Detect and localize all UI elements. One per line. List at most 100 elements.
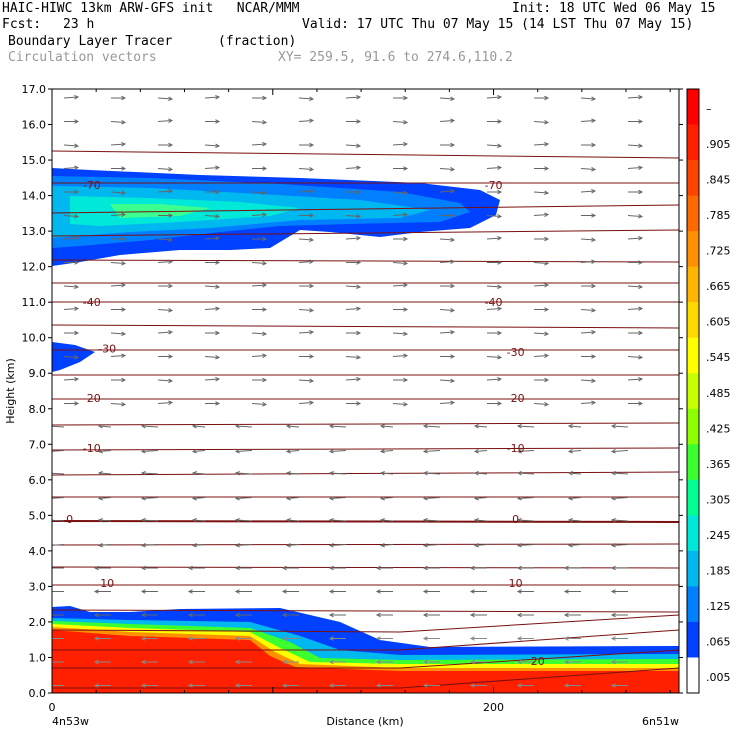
circulation-vector: [141, 497, 159, 499]
circulation-vector-head: [93, 636, 99, 641]
circulation-vector: [286, 544, 300, 546]
circulation-vector-head: [215, 119, 221, 124]
circulation-vector-head: [121, 141, 127, 147]
circulation-vector-head: [328, 496, 334, 501]
circulation-vector-head: [168, 354, 174, 359]
circulation-vector-head: [516, 449, 522, 454]
colorbar-label: .245: [706, 529, 731, 542]
circulation-vector: [486, 378, 502, 381]
y-tick-label: 0.0: [29, 687, 47, 700]
colorbar-label: .005: [706, 671, 731, 684]
circulation-vector: [568, 544, 582, 546]
circulation-vector: [580, 168, 596, 170]
circulation-vector-head: [591, 213, 597, 218]
circulation-vector-head: [403, 331, 409, 337]
circulation-vector-head: [356, 330, 362, 336]
colorbar-label: .485: [706, 387, 731, 400]
circulation-vector-head: [610, 423, 616, 429]
circulation-vector-head: [281, 659, 287, 665]
circulation-vector: [98, 544, 112, 546]
circulation-vector-head: [610, 496, 616, 501]
circulation-vector: [251, 403, 267, 405]
colorbar-swatch: [687, 337, 699, 374]
circulation-vector-head: [450, 354, 456, 359]
circulation-vector: [580, 238, 596, 241]
circulation-vector: [474, 497, 488, 499]
circulation-vector: [110, 355, 126, 357]
circulation-vector-head: [191, 448, 197, 454]
circulation-vector: [298, 309, 314, 311]
circulation-vector: [251, 332, 267, 335]
y-tick-label: 6.0: [29, 474, 47, 487]
circulation-vector: [568, 472, 582, 475]
circulation-vector-head: [591, 142, 597, 148]
circulation-vector-head: [497, 94, 503, 100]
circulation-vector: [157, 309, 173, 311]
circulation-vector: [380, 497, 394, 499]
circulation-vector-head: [422, 517, 428, 523]
circulation-vector: [345, 144, 361, 147]
circulation-vector: [486, 96, 502, 99]
circulation-vector-head: [140, 470, 146, 476]
circulation-vector-head: [328, 565, 334, 571]
circulation-vector: [204, 378, 220, 381]
circulation-vector-head: [497, 260, 503, 265]
isotherm-line: [52, 204, 679, 214]
circulation-vector-head: [168, 142, 174, 148]
circulation-vector: [157, 238, 173, 241]
circulation-vector: [392, 143, 408, 146]
isotherm-label: -30: [507, 346, 525, 359]
circulation-vector-head: [121, 166, 127, 171]
circulation-vector-head: [379, 448, 385, 454]
circulation-vector: [345, 167, 361, 169]
y-tick-label: 4.0: [29, 545, 47, 558]
circulation-vector-head: [74, 235, 80, 241]
circulation-vector-head: [469, 589, 475, 594]
circulation-vector: [345, 308, 361, 310]
circulation-vector: [392, 284, 408, 287]
circulation-vector-head: [544, 377, 550, 383]
circulation-vector: [533, 262, 549, 264]
circulation-vector-head: [375, 565, 381, 571]
circulation-vector: [392, 121, 408, 123]
circulation-vector-head: [356, 165, 362, 170]
circulation-vector-head: [379, 518, 385, 523]
circulation-vector: [517, 425, 535, 428]
circulation-vector: [52, 544, 65, 546]
circulation-vector: [157, 261, 173, 263]
circulation-vector-head: [610, 517, 616, 523]
circulation-vector: [251, 214, 267, 216]
circulation-vector-head: [328, 659, 334, 665]
circulation-vector-head: [215, 330, 221, 336]
circulation-vector: [627, 167, 643, 169]
circulation-vector-head: [450, 237, 456, 243]
circulation-vector: [568, 450, 582, 452]
circulation-vector-head: [285, 471, 291, 476]
circulation-vector: [204, 144, 220, 147]
circulation-vector: [345, 237, 361, 240]
circulation-vector-head: [497, 355, 503, 360]
circulation-vector-head: [544, 353, 550, 358]
circulation-vector-head: [497, 330, 503, 336]
circulation-vector: [157, 97, 173, 100]
circulation-vector: [439, 238, 455, 241]
circulation-vector-head: [285, 542, 291, 548]
circulation-vector-head: [187, 612, 193, 618]
circulation-vector-head: [610, 589, 616, 594]
colorbar-label: .605: [706, 316, 731, 329]
circulation-vector-head: [121, 95, 127, 101]
circulation-vector: [580, 190, 596, 193]
circulation-vector-head: [74, 306, 80, 311]
circulation-vector: [110, 121, 126, 123]
circulation-vector-head: [591, 378, 597, 384]
circulation-vector: [235, 425, 253, 428]
circulation-vector-head: [563, 612, 569, 618]
circulation-vector-head: [563, 589, 569, 594]
circulation-vector: [63, 308, 79, 310]
circulation-vector: [251, 143, 267, 146]
colorbar-swatch: [687, 124, 699, 161]
circulation-vector: [110, 332, 126, 335]
circulation-vector-head: [567, 448, 573, 454]
y-tick-label: 7.0: [29, 438, 47, 451]
circulation-vector: [627, 378, 643, 381]
